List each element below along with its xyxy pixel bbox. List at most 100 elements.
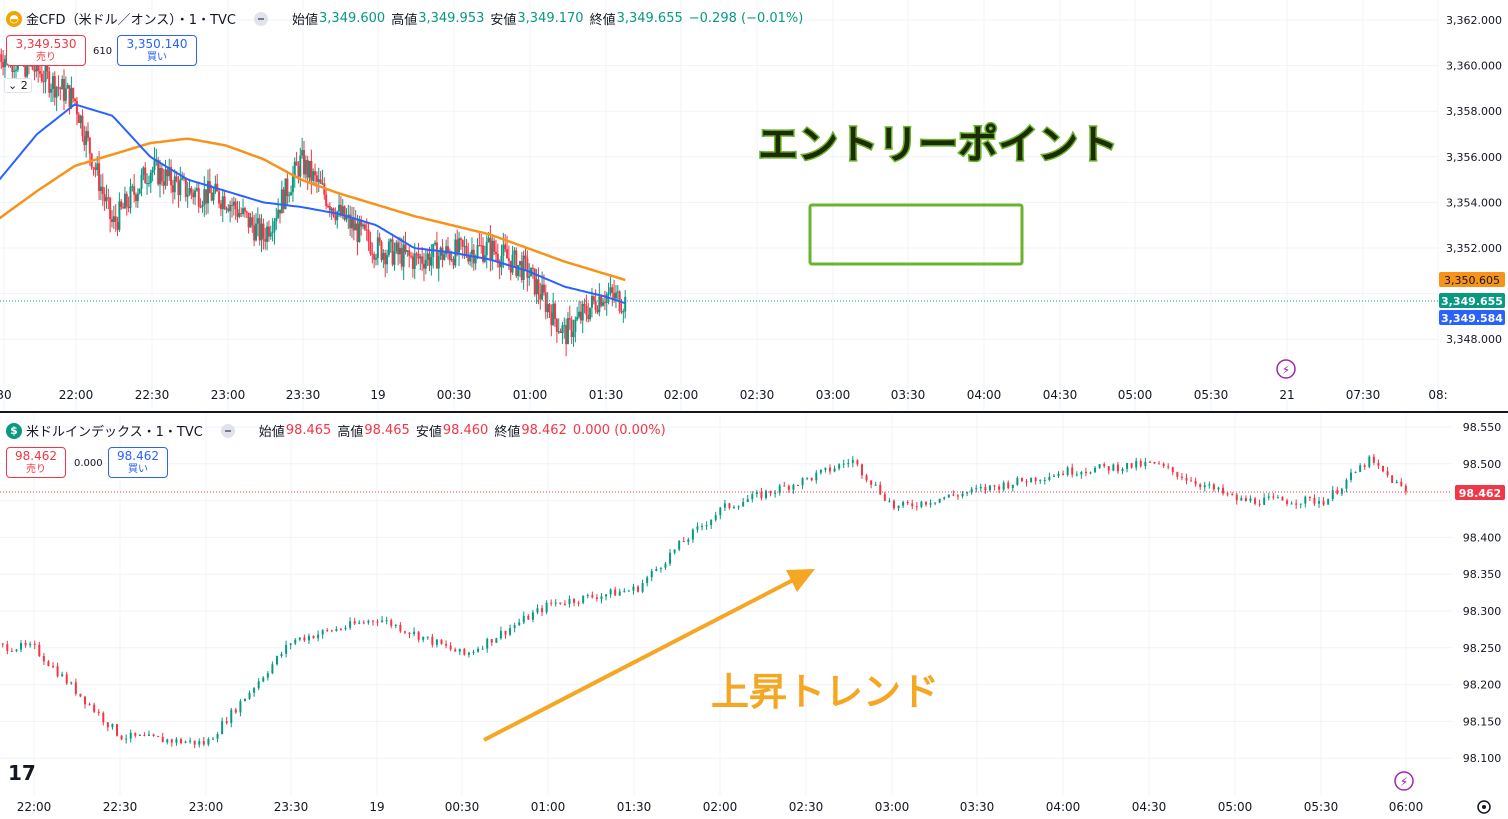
candle — [97, 709, 100, 716]
candle — [888, 498, 891, 503]
sell-button-bottom[interactable]: 98.462 売り — [6, 447, 66, 478]
candle — [728, 502, 731, 510]
candle — [1011, 484, 1014, 492]
lightning-icon-top[interactable]: ⚡ — [1276, 359, 1296, 379]
candle — [278, 209, 281, 224]
candle — [264, 227, 267, 250]
x-tick-label: 19 — [370, 388, 385, 402]
candle — [223, 191, 226, 211]
candle — [1231, 492, 1234, 496]
candle — [533, 268, 536, 297]
sma-slow-line — [0, 137, 626, 282]
candle — [15, 648, 18, 653]
settings-gear-icon[interactable] — [1477, 800, 1491, 814]
candle — [432, 243, 435, 269]
candle — [315, 171, 318, 193]
dollar-symbol-icon: $ — [6, 422, 22, 439]
candle — [129, 729, 132, 743]
candle — [101, 173, 104, 207]
candle — [286, 170, 289, 205]
candle — [131, 183, 134, 192]
buy-price: 3,350.140 — [126, 37, 188, 51]
candle — [655, 566, 658, 572]
lightning-icon-bottom[interactable]: ⚡ — [1394, 771, 1414, 791]
candle — [382, 249, 385, 268]
spread-bottom: 0.000 — [74, 458, 103, 469]
candle — [1217, 486, 1220, 493]
entry-point-annotation: エントリーポイント — [758, 122, 1118, 168]
ohlc-value: 3,349.655 — [616, 11, 683, 26]
candle — [422, 636, 425, 643]
candle — [531, 609, 534, 623]
ohlc-value: 98.465 — [285, 423, 332, 438]
top-symbol-title[interactable]: 金CFD（米ドル／オンス）・1・TVC — [26, 13, 236, 28]
candle — [256, 207, 259, 237]
candle — [308, 160, 311, 182]
candle — [1030, 477, 1033, 483]
candle — [317, 167, 320, 193]
candle — [787, 484, 790, 493]
candle — [499, 626, 502, 640]
sell-button-top[interactable]: 3,349.530 売り — [6, 35, 86, 66]
candle — [59, 86, 62, 101]
candle — [236, 200, 239, 223]
buy-button-bottom[interactable]: 98.462 買い — [108, 447, 168, 478]
candle — [1372, 453, 1375, 466]
candle — [559, 328, 562, 334]
buy-button-top[interactable]: 3,350.140 買い — [117, 35, 197, 66]
candle — [257, 678, 260, 690]
candle — [520, 251, 523, 283]
candle — [114, 204, 117, 232]
candle — [371, 242, 374, 264]
hide-eye-icon[interactable] — [220, 423, 235, 438]
candle — [230, 707, 233, 728]
x-tick-label: 08: — [1428, 388, 1447, 402]
candle — [482, 237, 485, 264]
candle — [1391, 475, 1394, 484]
candle — [221, 717, 224, 735]
indicator-collapse-toggle[interactable]: ⌄ 2 — [4, 78, 32, 93]
candle — [774, 489, 777, 498]
candle — [112, 205, 115, 229]
candle — [269, 225, 272, 240]
bottom-symbol-title[interactable]: 米ドルインデックス・1・TVC — [26, 425, 203, 440]
candle — [15, 64, 18, 79]
ohlc-value: 3,349.600 — [319, 11, 386, 26]
hide-eye-icon[interactable] — [254, 11, 268, 26]
x-tick-label: 00:30 — [445, 800, 480, 814]
candle — [847, 458, 850, 468]
candle — [513, 247, 516, 268]
candle — [1345, 478, 1348, 493]
candle — [1249, 495, 1252, 503]
candle — [408, 245, 411, 268]
candle — [214, 175, 217, 195]
candle — [326, 628, 329, 632]
candle — [99, 174, 102, 201]
uptrend-annotation: 上昇トレンド — [711, 670, 939, 714]
x-tick-label: 03:30 — [960, 800, 995, 814]
svg-text:⚡: ⚡ — [1282, 363, 1290, 377]
candle — [208, 168, 211, 194]
candle — [691, 528, 694, 543]
candle — [544, 284, 547, 320]
candle — [550, 599, 553, 607]
candle — [253, 214, 256, 247]
candle — [496, 243, 499, 268]
tradingview-logo[interactable]: 𝟭𝟳 — [8, 761, 36, 785]
candle — [742, 497, 745, 507]
candle — [426, 250, 429, 266]
candle — [42, 70, 45, 94]
candle — [1313, 494, 1316, 507]
candle — [122, 202, 125, 209]
candle — [609, 588, 612, 598]
candle — [280, 651, 283, 658]
candle — [227, 203, 230, 213]
candle — [760, 487, 763, 501]
candle — [587, 302, 590, 323]
y-tick-label: 3,358.000 — [1446, 105, 1502, 118]
candle — [705, 521, 708, 530]
candle — [574, 316, 577, 343]
candle — [454, 233, 457, 268]
candle — [458, 648, 461, 656]
